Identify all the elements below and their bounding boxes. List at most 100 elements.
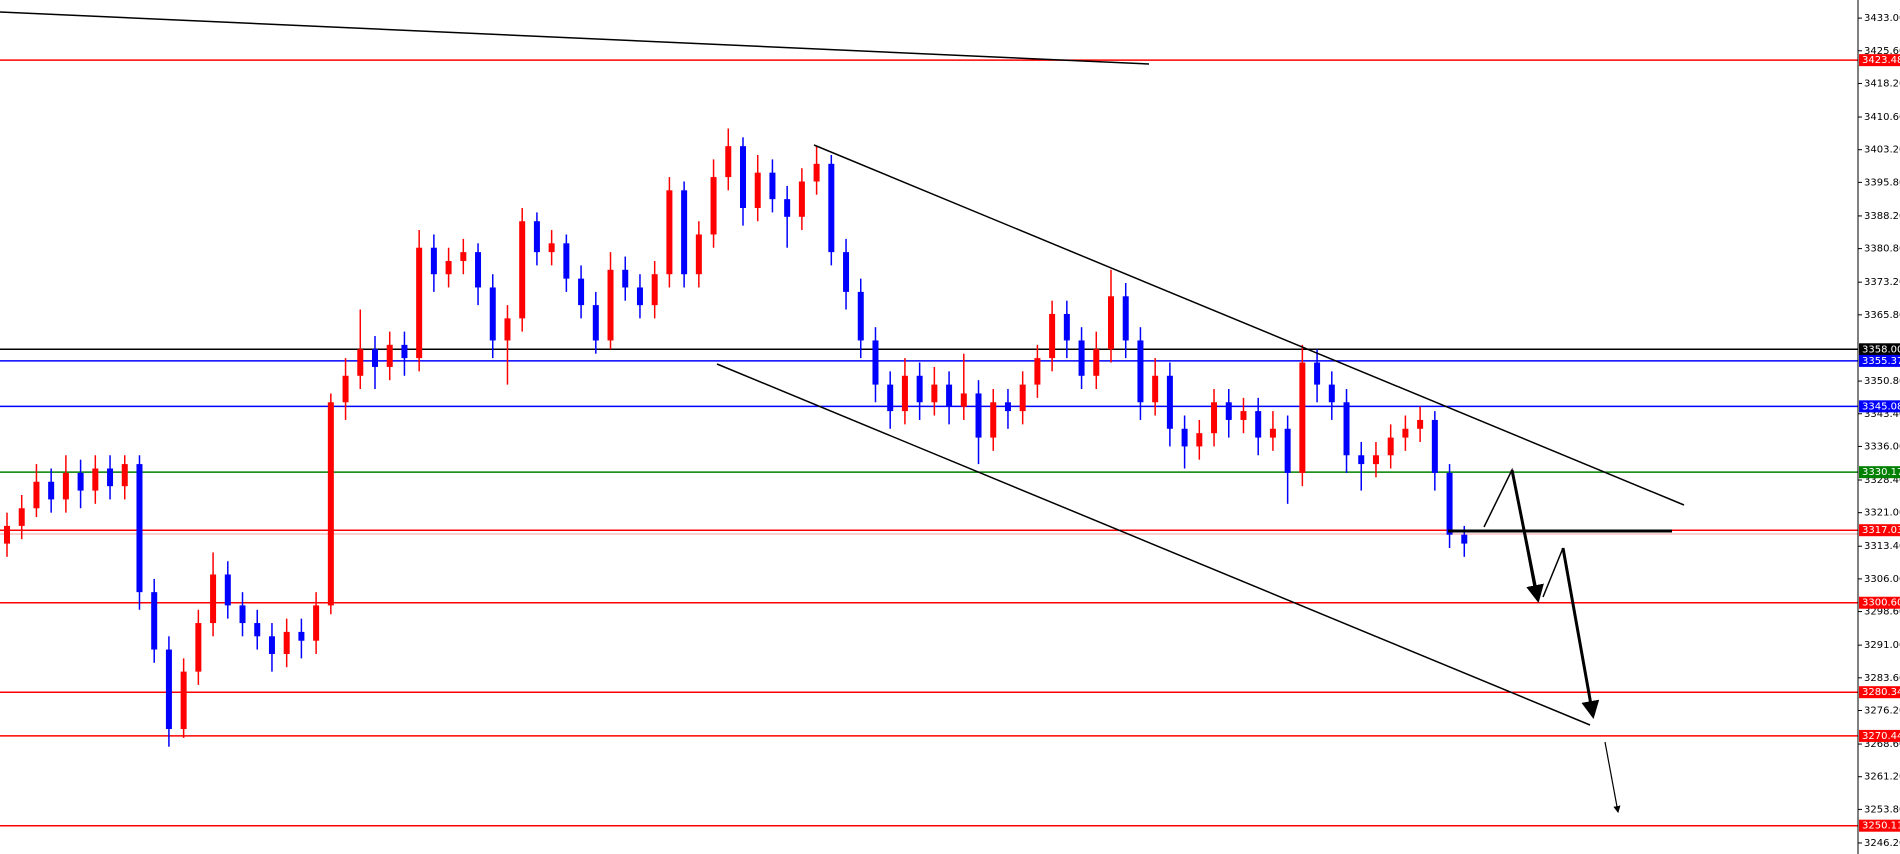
candle-body <box>1461 534 1468 544</box>
candle-body <box>1063 313 1070 341</box>
level-label: 3250.11 <box>1862 821 1900 832</box>
candle-body <box>533 221 540 253</box>
y-tick-label: 3313.40 <box>1864 541 1900 552</box>
candle-body <box>107 468 114 487</box>
candle-body <box>563 243 570 279</box>
candle-body <box>1431 419 1438 473</box>
candle-body <box>1299 362 1306 473</box>
candle-body <box>4 525 10 544</box>
candle-body <box>416 247 423 359</box>
arrow <box>1561 547 1600 719</box>
y-tick-label: 3380.80 <box>1864 244 1900 255</box>
candle-body <box>887 384 894 412</box>
y-tick-label: 3298.60 <box>1864 607 1900 618</box>
y-tick-label: 3343.40 <box>1864 409 1900 420</box>
candle-body <box>401 344 408 359</box>
candle-body <box>1446 472 1453 535</box>
y-tick-label: 3425.60 <box>1864 46 1900 57</box>
path-arrow <box>1542 547 1564 598</box>
trendline <box>0 11 1150 65</box>
candle-body <box>1093 349 1100 376</box>
candle-body <box>357 349 364 376</box>
candle-body <box>254 623 261 637</box>
candle-body <box>1034 358 1041 385</box>
candle-body <box>1137 340 1144 403</box>
level-tag <box>1859 686 1900 699</box>
candle-body <box>460 252 467 261</box>
candle-body <box>1387 437 1394 456</box>
candle-body <box>1152 375 1159 403</box>
candle-body <box>651 274 658 306</box>
y-tick-label: 3268.60 <box>1864 739 1900 750</box>
candle-body <box>151 592 158 650</box>
y-tick-label: 3328.40 <box>1864 475 1900 486</box>
level-tag <box>1859 729 1900 742</box>
candle-body <box>224 574 231 606</box>
candle-body <box>1417 419 1424 429</box>
candle-body <box>136 464 143 593</box>
candle-body <box>666 190 673 275</box>
candle-body <box>636 287 643 306</box>
candle-body <box>990 402 997 438</box>
level-label: 3423.48 <box>1862 55 1900 66</box>
level-label: 3358.00 <box>1862 344 1900 355</box>
level-tag <box>1859 400 1900 413</box>
candle-body <box>975 393 982 438</box>
candle-body <box>121 464 128 487</box>
candle-body <box>48 481 55 500</box>
level-tag <box>1859 54 1900 67</box>
candle-body <box>327 402 334 606</box>
level-tag <box>1859 466 1900 479</box>
candle-body <box>1049 313 1056 359</box>
level-label: 3345.08 <box>1862 401 1900 412</box>
candle-body <box>1402 428 1409 438</box>
candle-body <box>1196 433 1203 447</box>
level-tag <box>1859 354 1900 367</box>
candle-body <box>578 278 585 306</box>
candle-body <box>372 349 378 367</box>
y-tick-label: 3261.20 <box>1864 772 1900 783</box>
y-tick-label: 3321.00 <box>1864 508 1900 519</box>
candle-body <box>901 375 908 412</box>
candle-body <box>1225 402 1232 420</box>
candle-body <box>33 481 40 509</box>
y-tick-label: 3283.60 <box>1864 673 1900 684</box>
candle-body <box>828 163 835 253</box>
y-tick-label: 3395.80 <box>1864 177 1900 188</box>
y-tick-label: 3403.20 <box>1864 145 1900 156</box>
candle-body <box>916 375 923 403</box>
y-tick-label: 3433.00 <box>1864 13 1900 24</box>
candle-body <box>475 252 482 288</box>
candle-body <box>1240 411 1247 420</box>
candle-body <box>931 384 938 403</box>
candle-body <box>813 163 820 182</box>
candle-body <box>740 146 746 208</box>
trendline <box>716 363 1591 726</box>
candle-body <box>1211 402 1218 434</box>
level-label: 3300.60 <box>1862 598 1900 609</box>
level-tag <box>1859 343 1900 356</box>
candle-body <box>1019 384 1026 412</box>
candle-body <box>1108 296 1114 350</box>
candle-body <box>62 472 69 500</box>
y-tick-label: 3291.00 <box>1864 640 1900 651</box>
candle-body <box>681 190 688 275</box>
level-tag <box>1859 524 1900 537</box>
candle-body <box>298 631 305 641</box>
candle-body <box>622 269 629 288</box>
candle-body <box>1166 375 1173 429</box>
candle-body <box>607 269 614 341</box>
level-label: 3317.03 <box>1862 525 1900 536</box>
candle-body <box>489 287 496 341</box>
candle-body <box>798 181 805 217</box>
candle-body <box>1181 428 1188 447</box>
candle-body <box>165 649 172 730</box>
candle-body <box>239 605 246 624</box>
y-tick-label: 3365.80 <box>1864 310 1900 321</box>
candle-body <box>754 172 761 208</box>
candle-body <box>710 177 717 235</box>
candle-body <box>946 384 953 407</box>
y-tick-label: 3418.20 <box>1864 78 1900 89</box>
candles <box>4 128 1468 747</box>
